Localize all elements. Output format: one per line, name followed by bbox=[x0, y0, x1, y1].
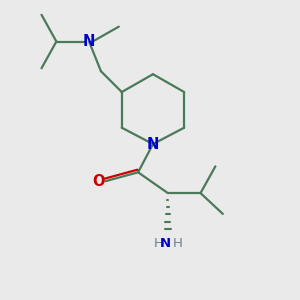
Text: N: N bbox=[83, 34, 95, 49]
Text: O: O bbox=[93, 174, 105, 189]
Text: N: N bbox=[159, 237, 170, 250]
Text: H: H bbox=[173, 237, 183, 250]
Text: N: N bbox=[147, 136, 159, 152]
Text: H: H bbox=[154, 237, 164, 250]
